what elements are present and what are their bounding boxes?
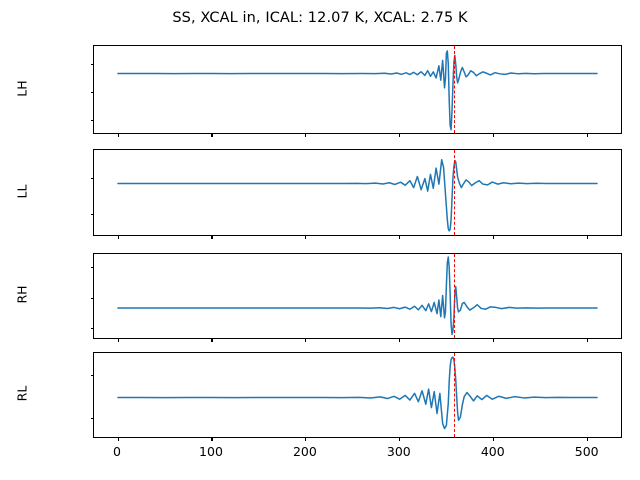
y-tick-mark <box>90 63 94 65</box>
subplot-rh <box>90 253 622 342</box>
x-tick-mark <box>211 437 213 441</box>
y-tick-mark <box>90 267 94 269</box>
x-tick-mark <box>587 437 589 441</box>
plot-area-lh <box>94 46 621 133</box>
x-tick-mark <box>493 437 495 441</box>
peak-marker-line-rl <box>454 353 456 437</box>
x-tick-mark <box>211 235 213 239</box>
x-tick-label: 500 <box>574 444 599 459</box>
subplot-lh <box>90 45 622 137</box>
x-tick-label: 100 <box>199 444 223 459</box>
x-tick-mark <box>493 338 495 342</box>
peak-marker-line-ll <box>454 150 456 235</box>
x-tick-label: 0 <box>113 444 122 459</box>
y-tick-mark <box>90 417 94 419</box>
x-tick-mark <box>211 133 213 137</box>
peak-marker-line-lh <box>454 46 456 133</box>
y-tick-mark <box>90 213 94 215</box>
y-tick-mark <box>90 297 94 299</box>
x-tick-mark <box>587 235 589 239</box>
plot-area-rh <box>94 254 621 338</box>
x-tick-label: 200 <box>292 444 317 459</box>
x-tick-label: 400 <box>480 444 505 459</box>
figure-title: SS, XCAL in, ICAL: 12.07 K, XCAL: 2.75 K <box>172 10 468 26</box>
subplot-rl <box>90 352 622 441</box>
x-tick-mark <box>399 235 401 239</box>
plot-area-ll <box>94 150 621 235</box>
x-tick-mark <box>587 133 589 137</box>
line-chart-lh <box>94 46 621 133</box>
x-tick-mark <box>493 133 495 137</box>
y-tick-mark <box>90 178 94 180</box>
subplot-ll <box>90 149 622 239</box>
y-axis-label-ll: LL <box>14 184 30 198</box>
x-tick-mark <box>117 235 119 239</box>
y-axis-label-lh: LH <box>14 79 30 97</box>
x-tick-mark <box>117 133 119 137</box>
plot-area-rl <box>94 353 621 437</box>
x-tick-mark <box>117 437 119 441</box>
x-tick-mark <box>117 338 119 342</box>
peak-marker-line-rh <box>454 254 456 338</box>
x-tick-mark <box>305 437 307 441</box>
x-tick-mark <box>305 133 307 137</box>
line-chart-rl <box>94 353 621 437</box>
y-axis-label-rl: RL <box>14 385 30 402</box>
x-tick-mark <box>399 133 401 137</box>
x-tick-label: 300 <box>386 444 411 459</box>
y-tick-mark <box>90 327 94 329</box>
x-tick-mark <box>305 338 307 342</box>
x-tick-mark <box>493 235 495 239</box>
y-tick-mark <box>90 119 94 121</box>
line-chart-rh <box>94 254 621 338</box>
y-tick-mark <box>90 374 94 376</box>
x-tick-mark <box>399 437 401 441</box>
y-tick-mark <box>90 91 94 93</box>
y-axis-label-rh: RH <box>14 285 30 304</box>
line-chart-ll <box>94 150 621 235</box>
x-tick-mark <box>587 338 589 342</box>
x-tick-mark <box>211 338 213 342</box>
x-tick-mark <box>305 235 307 239</box>
x-tick-mark <box>399 338 401 342</box>
